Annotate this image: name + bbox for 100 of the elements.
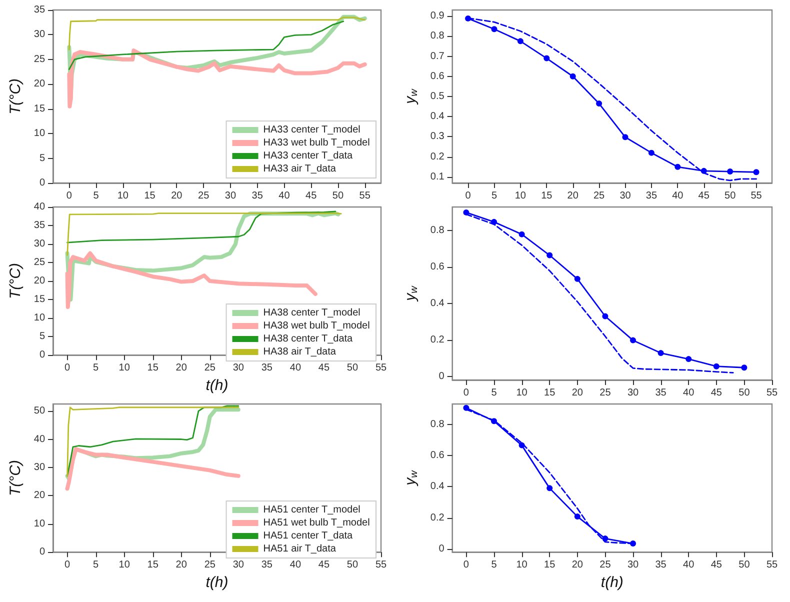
y-axis-title: T(°C)	[7, 263, 24, 300]
x-tick-label: 10	[118, 362, 130, 374]
x-tick-label: 55	[375, 362, 387, 374]
point	[622, 134, 628, 140]
x-tick-label: 0	[465, 190, 472, 202]
x-tick-label: 55	[766, 388, 778, 398]
x-tick-label: 30	[224, 190, 236, 202]
point	[574, 514, 580, 520]
y-tick-label: 0.2	[430, 151, 445, 162]
x-tick-label: 25	[204, 560, 216, 571]
line-series	[66, 210, 336, 244]
y-tick-label: 20	[34, 490, 46, 502]
y-tick-label: 5	[39, 152, 46, 164]
x-tick-label: 45	[318, 362, 330, 374]
x-tick-label: 40	[290, 560, 302, 571]
x-tick-label: 10	[118, 560, 130, 571]
legend-label: HA38 wet bulb T_model	[263, 320, 370, 332]
x-tick-label: 50	[346, 560, 358, 571]
legend-label: HA33 wet bulb T_model	[263, 138, 370, 148]
point	[491, 418, 497, 424]
y-tick-label: 35	[34, 4, 46, 16]
x-tick-label: 20	[567, 190, 579, 202]
x-tick-label: 25	[204, 362, 216, 374]
point	[491, 218, 497, 225]
legend-label: HA38 center T_model	[263, 308, 360, 318]
x-tick-label: 30	[232, 560, 244, 571]
x-tick-label: 5	[491, 560, 498, 571]
y-tick-label: 0.6	[430, 450, 445, 461]
point	[602, 536, 608, 542]
x-tick-label: 0	[66, 190, 72, 202]
x-tick-label: 25	[600, 388, 612, 398]
x-tick-label: 10	[516, 560, 528, 571]
y-tick-label: 0.8	[430, 418, 445, 430]
point	[648, 150, 654, 156]
x-axis-title: t(h)	[600, 574, 624, 591]
y-tick-label: 15	[34, 294, 46, 306]
point	[546, 252, 553, 258]
x-tick-label: 5	[93, 362, 100, 374]
x-tick-label: 35	[261, 560, 273, 571]
point	[700, 168, 707, 174]
y-axis-title: yw	[402, 285, 420, 302]
point	[570, 73, 576, 80]
y-tick-label: 25	[34, 54, 46, 65]
x-tick-label: 10	[117, 190, 129, 202]
line-series	[68, 20, 344, 70]
x-tick-label: 25	[593, 190, 606, 202]
x-tick-label: 10	[516, 388, 528, 398]
x-tick-label: 25	[198, 190, 210, 202]
x-tick-label: 40	[683, 560, 695, 571]
legend-label: HA51 air T_data	[263, 544, 336, 554]
x-tick-label: 45	[318, 560, 330, 571]
x-tick-label: 55	[766, 560, 778, 571]
point	[517, 38, 524, 44]
point	[713, 363, 720, 370]
y-tick-label: 5	[39, 331, 46, 342]
x-tick-label: 20	[572, 560, 584, 571]
point	[463, 404, 470, 411]
point	[674, 164, 681, 170]
point	[727, 168, 734, 175]
y-tick-label: 0.8	[430, 30, 445, 42]
y-tick-label: 10	[34, 518, 46, 530]
x-tick-label: 45	[698, 190, 710, 202]
x-tick-label: 30	[627, 388, 639, 398]
x-tick-label: 20	[176, 362, 188, 374]
y-tick-label: 0.2	[430, 334, 445, 346]
legend-label: HA38 center T_data	[263, 334, 354, 344]
x-tick-label: 20	[572, 388, 584, 398]
point	[518, 442, 525, 448]
x-tick-label: 0	[463, 388, 470, 398]
x-tick-label: 40	[672, 190, 684, 202]
point	[463, 209, 470, 216]
y-tick-label: 0.1	[430, 171, 445, 182]
x-tick-label: 35	[655, 560, 667, 571]
line-series	[65, 447, 240, 491]
point	[602, 313, 608, 320]
point	[574, 276, 580, 282]
x-tick-label: 15	[147, 362, 159, 374]
x-tick-label: 30	[627, 560, 639, 571]
point	[546, 485, 553, 492]
x-tick-label: 15	[541, 190, 553, 202]
point	[465, 15, 472, 22]
point	[686, 356, 692, 362]
legend-label: HA51 center T_model	[263, 504, 360, 516]
y-tick-label: 10	[34, 312, 46, 324]
y-tick-label: 0	[438, 543, 445, 554]
y-tick-label: 20	[34, 276, 46, 287]
y-tick-label: 25	[34, 257, 46, 268]
point	[753, 169, 760, 176]
x-tick-label: 25	[600, 560, 612, 571]
x-tick-label: 20	[176, 560, 188, 571]
x-tick-label: 35	[261, 362, 273, 374]
y-tick-label: 40	[34, 202, 46, 212]
x-tick-label: 55	[359, 190, 371, 202]
x-tick-label: 45	[710, 388, 722, 398]
x-tick-label: 55	[750, 190, 762, 202]
y-tick-label: 50	[34, 406, 46, 417]
x-tick-label: 5	[93, 560, 100, 571]
point	[630, 540, 636, 547]
y-axis-title: T(°C)	[7, 78, 24, 114]
x-tick-label: 0	[463, 560, 470, 571]
